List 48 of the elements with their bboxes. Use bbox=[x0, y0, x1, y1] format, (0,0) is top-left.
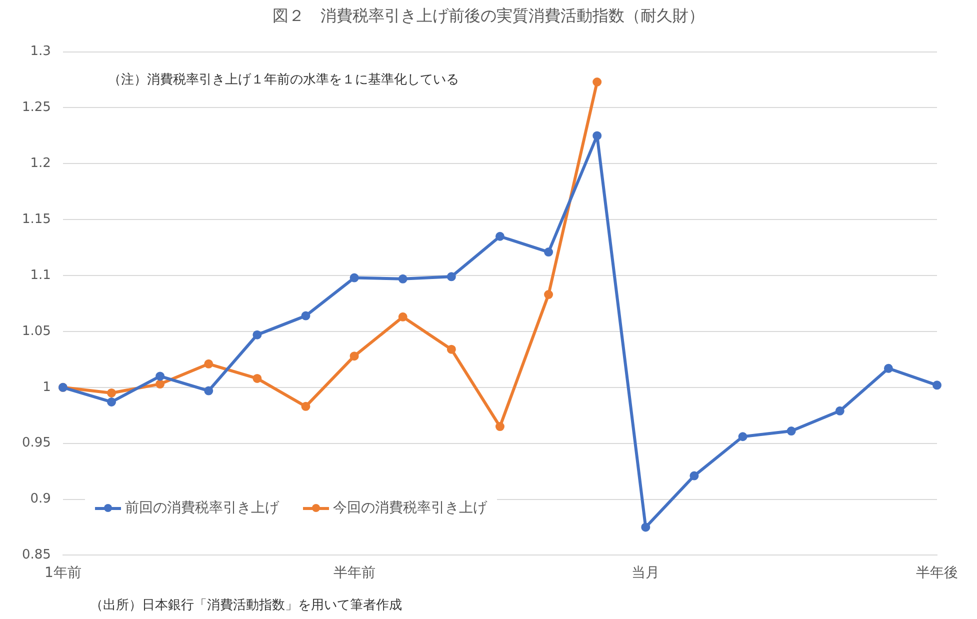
point bbox=[107, 397, 116, 406]
point bbox=[495, 232, 504, 241]
point bbox=[738, 432, 748, 442]
y-tick-label: 1.25 bbox=[22, 100, 51, 116]
x-tick-label: 当月 bbox=[632, 565, 660, 582]
point bbox=[932, 380, 942, 390]
y-tick-label: 0.85 bbox=[22, 548, 51, 563]
point bbox=[301, 311, 310, 320]
y-tick-label: 1 bbox=[42, 380, 51, 395]
point bbox=[107, 388, 116, 398]
y-tick-label: 1.1 bbox=[30, 268, 51, 283]
point bbox=[641, 522, 650, 532]
point bbox=[350, 273, 359, 282]
point bbox=[786, 426, 796, 436]
point bbox=[544, 290, 554, 300]
x-tick-label: 半年前 bbox=[333, 565, 376, 582]
point bbox=[446, 272, 456, 282]
point bbox=[204, 386, 214, 396]
y-tick-label: 1.15 bbox=[22, 212, 51, 227]
point bbox=[398, 274, 408, 284]
annotation: （注）消費税率引き上げ１年前の水準を１に基準化している bbox=[108, 72, 459, 88]
point bbox=[204, 359, 214, 368]
point bbox=[156, 372, 165, 381]
legend-label: 今回の消費税率引き上げ bbox=[332, 500, 487, 516]
chart-title: 図２ 消費税率引き上げ前後の実質消費活動指数（耐久財） bbox=[272, 6, 706, 27]
y-tick-label: 1.2 bbox=[30, 156, 51, 172]
point bbox=[495, 422, 504, 432]
point bbox=[398, 312, 408, 322]
y-tick-label: 0.9 bbox=[30, 492, 51, 507]
point bbox=[592, 78, 602, 87]
point bbox=[592, 131, 602, 140]
point bbox=[690, 471, 699, 480]
point bbox=[252, 330, 262, 340]
y-tick-label: 1.3 bbox=[30, 44, 51, 60]
point bbox=[835, 406, 844, 416]
x-tick-label: 半年後 bbox=[916, 565, 958, 582]
y-tick-label: 0.95 bbox=[22, 436, 51, 451]
x-tick-label: 1年前 bbox=[44, 565, 82, 582]
point bbox=[156, 380, 165, 389]
point bbox=[446, 344, 456, 354]
point bbox=[544, 248, 554, 257]
point bbox=[350, 352, 359, 361]
point bbox=[301, 402, 310, 411]
text: （出所）日本銀行「消費活動指数」を用いて筆者作成 bbox=[90, 597, 402, 614]
legend-label: 前回の消費税率引き上げ bbox=[124, 500, 279, 516]
y-tick-label: 1.05 bbox=[22, 324, 51, 339]
point bbox=[884, 364, 893, 373]
point bbox=[252, 374, 262, 383]
